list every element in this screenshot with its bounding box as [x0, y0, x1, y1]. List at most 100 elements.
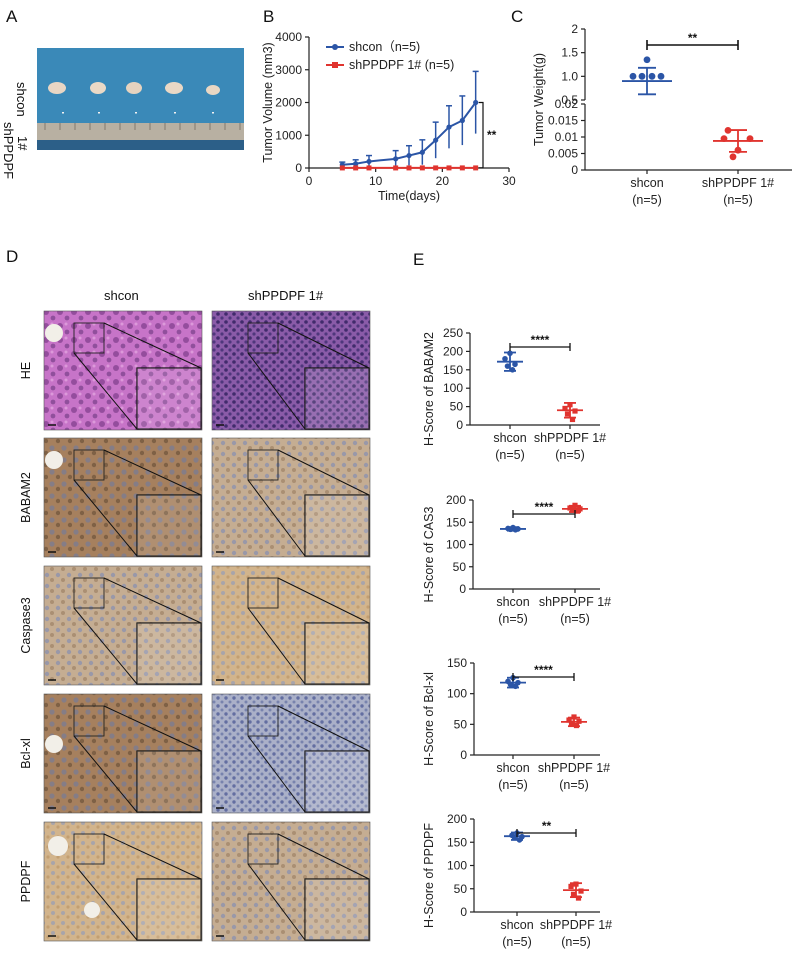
x-category-label: shcon: [496, 595, 529, 609]
ihc-zoom-line: [73, 863, 138, 941]
y-tick-label: 100: [446, 538, 466, 552]
ihc-roi-box: [73, 833, 105, 865]
sig-label: ****: [531, 333, 550, 347]
ihc-roi-box: [73, 577, 105, 609]
data-point: [516, 837, 523, 843]
data-point: [572, 502, 578, 508]
sig-label: **: [688, 31, 698, 45]
tumor-weight-chart: 0.5 1.0 1.5 2 0 0.005 0.01 0.015 0.02 Tumor Weigh…: [532, 22, 792, 207]
x-category-label: shPPDPF 1#: [540, 918, 612, 932]
data-point: [507, 681, 514, 688]
x-category-label: (n=5): [560, 612, 590, 626]
h-score-plot-4: 0 50 100 150 200 H-Score of PPDPF shcon (n=5) sh…: [422, 812, 612, 949]
data-point: [419, 165, 425, 171]
panel-label-b: B: [263, 7, 274, 26]
legend-label: shcon（n=5): [349, 40, 420, 54]
x-category-label: (n=5): [555, 448, 585, 462]
h-score-charts: 0 50 100 150 200 250 H-Score of BABAM2 shcon (n=…: [422, 326, 612, 949]
y-tick-label: 1.0: [561, 69, 578, 83]
data-point: [746, 135, 754, 143]
y-tick-label: 0.01: [555, 130, 579, 144]
y-tick-label: 200: [447, 812, 467, 826]
ihc-vacuole: [48, 836, 68, 856]
data-point: [575, 895, 582, 901]
series-line-0: [342, 101, 477, 166]
ihc-roi-box: [247, 833, 279, 865]
y-tick-label: 2: [571, 22, 578, 36]
data-point: [638, 72, 646, 80]
data-point: [419, 149, 425, 155]
ihc-inset: [304, 750, 370, 813]
data-point: [576, 718, 582, 724]
y-axis-label: H-Score of BABAM2: [422, 332, 436, 446]
data-point: [433, 137, 439, 143]
data-point: [509, 367, 516, 373]
ihc-zoom-line: [73, 479, 138, 557]
y-tick-label: 0: [456, 418, 463, 432]
legend-marker: [332, 44, 338, 50]
data-point: [502, 355, 508, 362]
y-tick-label: 50: [453, 560, 467, 574]
ihc-vacuole: [45, 735, 63, 753]
y-axis-label: H-Score of PPDPF: [422, 823, 436, 928]
data-point: [366, 158, 372, 165]
x-category-label: shcon: [493, 431, 526, 445]
data-point: [473, 165, 479, 171]
y-tick-label: 0: [295, 161, 302, 175]
sig-label: **: [542, 819, 552, 833]
ihc-inset-shade: [137, 751, 201, 812]
data-point: [643, 56, 651, 64]
x-category-label: shcon: [500, 918, 533, 932]
data-point: [568, 720, 575, 726]
data-point: [473, 99, 479, 106]
x-category-label: (n=5): [561, 935, 591, 949]
y-tick-label: 200: [443, 344, 463, 358]
x-category-label: (n=5): [502, 935, 532, 949]
ihc-inset: [136, 494, 202, 557]
y-tick-label: 0.02: [555, 97, 579, 111]
x-tick-label: 10: [369, 174, 383, 188]
ihc-zoom-line: [73, 352, 138, 430]
h-score-plot-3: 0 50 100 150 H-Score of Bcl-xl shcon (n=5) shPP…: [422, 656, 610, 792]
data-point: [734, 146, 742, 154]
ihc-zoom-line: [103, 577, 202, 624]
ihc-vacuole: [84, 902, 100, 918]
data-point: [567, 402, 573, 408]
ihc-inset-shade: [137, 368, 201, 429]
ihc-zoom-line: [103, 705, 202, 752]
y-tick-label: 150: [447, 656, 467, 670]
ihc-inset-shade: [305, 368, 369, 429]
x-category-label: (n=5): [632, 193, 662, 207]
photo-label-1: 1#: [15, 136, 30, 151]
data-point: [366, 165, 372, 171]
ihc-zoom-line: [73, 735, 138, 813]
data-point: [569, 507, 576, 513]
y-tick-label: 0: [571, 163, 578, 177]
legend-marker: [332, 62, 338, 68]
x-axis-label: Time(days): [378, 189, 440, 203]
ihc-vacuole: [45, 451, 63, 469]
ihc-roi-box: [73, 322, 105, 354]
panel-label-e: E: [413, 250, 424, 269]
y-tick-label: 0.5: [561, 93, 578, 107]
ihc-roi-box: [247, 705, 279, 737]
y-axis-label: H-Score of CAS3: [422, 507, 436, 603]
x-category-label: shPPDPF 1#: [538, 761, 610, 775]
ihc-inset-shade: [137, 879, 201, 940]
ihc-row-label: Bcl-xl: [19, 738, 33, 769]
data-point: [568, 883, 574, 890]
y-tick-label: 50: [454, 717, 468, 731]
x-category-label: shcon: [496, 761, 529, 775]
ihc-zoom-line: [103, 833, 202, 880]
data-point: [393, 156, 399, 162]
sig-label: ****: [535, 500, 554, 514]
ihc-zoom-line: [277, 449, 370, 496]
y-tick-label: 100: [447, 687, 467, 701]
data-point: [504, 363, 511, 369]
ihc-roi-box: [73, 705, 105, 737]
y-axis-label: H-Score of Bcl-xl: [422, 672, 436, 766]
ihc-inset: [136, 622, 202, 685]
photo-label-shcon: shcon: [14, 82, 29, 117]
x-category-label: shPPDPF 1#: [534, 431, 606, 445]
data-point: [569, 416, 576, 423]
